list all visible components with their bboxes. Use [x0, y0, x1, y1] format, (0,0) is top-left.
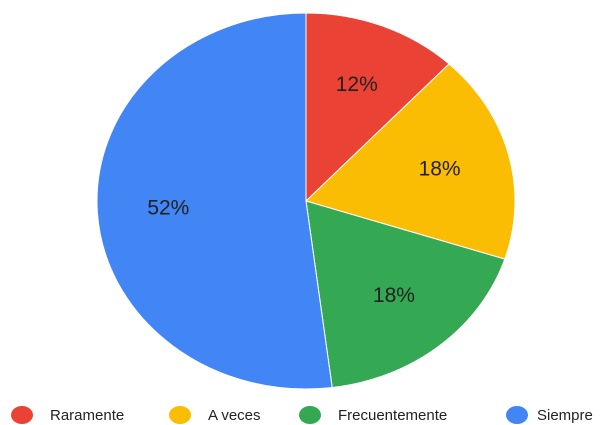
slice-label: 52%	[147, 196, 189, 219]
legend-marker	[11, 406, 33, 424]
legend-label: Raramente	[50, 407, 124, 424]
legend-marker	[299, 406, 321, 424]
slice-label: 18%	[419, 158, 461, 181]
slice-label: 18%	[373, 284, 415, 307]
legend-marker	[506, 406, 528, 424]
pie-slice	[305, 200, 506, 389]
legend-label: Frecuentemente	[338, 407, 447, 424]
legend-label: A veces	[208, 407, 261, 424]
legend-marker	[169, 406, 191, 424]
pie-slice	[96, 12, 333, 390]
pie-slice	[305, 12, 450, 203]
legend-label: Siempre	[537, 407, 593, 424]
pie-slice	[305, 63, 516, 260]
slice-label: 12%	[336, 73, 378, 96]
